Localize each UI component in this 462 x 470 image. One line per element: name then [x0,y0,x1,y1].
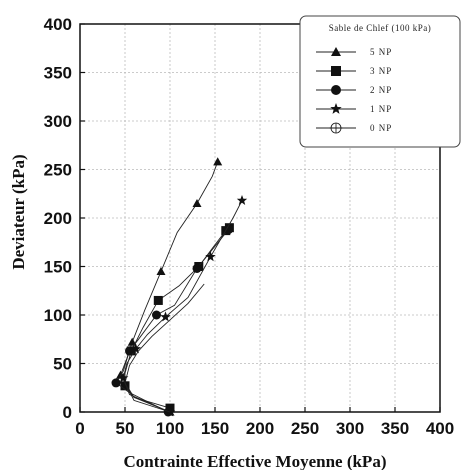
star-marker [205,251,216,262]
legend-item: 3 NP [316,66,392,76]
square-marker [153,295,163,305]
series-line [115,229,229,413]
plot-frame [79,23,441,413]
legend-item: 0 NP [316,122,392,134]
circle-marker [125,346,134,356]
legend-box [299,15,461,148]
y-tick-label: 400 [44,15,72,34]
legend-title: Sable de Chlef (100 kPa) [329,23,431,33]
legend-label: 1 NP [370,104,392,114]
legend-label: 0 NP [370,123,392,133]
series-3-np [120,223,234,413]
triangle-marker [192,198,202,208]
star-marker [236,195,248,205]
y-axis-title: Deviateur (kPa) [9,154,28,269]
circle-marker [111,378,121,388]
triangle-marker [127,337,137,346]
star-marker [160,311,171,322]
y-tick-label: 350 [44,64,72,83]
x-tick-label: 150 [201,419,229,438]
series-line [120,161,219,413]
circle-marker [192,263,202,273]
legend-item: 1 NP [316,103,392,114]
star-marker [130,343,141,354]
x-tick-label: 300 [336,419,364,438]
series-0-np [124,283,205,413]
circle-marker [152,310,161,320]
legend: Sable de Chlef (100 kPa) 5 NP 3 NP 2 NP 1 N… [299,15,461,148]
x-tick-label: 100 [156,419,184,438]
star-marker [330,103,342,114]
series-5-np [116,157,223,416]
series-2-np [111,225,233,417]
y-tick-label: 300 [44,112,72,131]
y-tick-label: 250 [44,161,72,180]
legend-item: 5 NP [316,47,392,57]
x-tick-label: 0 [75,419,84,438]
square-marker [331,66,341,76]
circle-marker [331,85,341,95]
triangle-marker [156,266,166,275]
square-marker [120,381,130,391]
triangle-marker [213,157,223,166]
legend-item: 2 NP [316,85,392,95]
x-tick-label: 250 [291,419,319,438]
x-tick-labels: 0 50 100 150 200 250 300 350 400 [75,419,454,438]
legend-label: 5 NP [370,47,392,57]
series-line [124,227,230,409]
legend-items: 5 NP 3 NP 2 NP 1 NP 0 NP [316,47,392,134]
x-tick-label: 200 [246,419,274,438]
x-tick-label: 400 [426,419,454,438]
triangle-marker [331,47,341,56]
y-tick-label: 50 [53,355,72,374]
star-marker [118,372,129,383]
x-axis-title: Contrainte Effective Moyenne (kPa) [124,452,387,470]
y-tick-labels: 0 50 100 150 200 250 300 350 400 [44,15,72,422]
y-tick-label: 200 [44,209,72,228]
series-layer [111,157,248,417]
y-tick-label: 150 [44,258,72,277]
legend-label: 2 NP [370,85,392,95]
y-tick-label: 0 [63,403,72,422]
x-tick-label: 50 [116,419,135,438]
circle-marker [224,225,233,235]
series-line [124,283,205,413]
crossed-circle-marker [329,122,343,134]
star-marker [164,406,176,417]
legend-label: 3 NP [370,66,392,76]
y-tick-label: 100 [44,306,72,325]
x-tick-label: 350 [381,419,409,438]
